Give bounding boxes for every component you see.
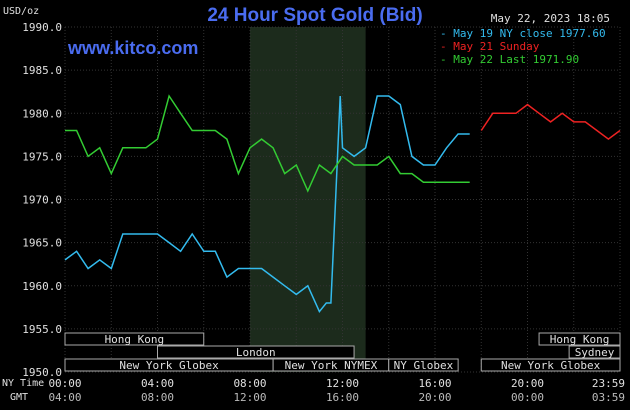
session-label: New York NYMEX: [285, 359, 378, 372]
ny-time-tick: 20:00: [511, 377, 544, 390]
session-label: NY Globex: [394, 359, 454, 372]
legend: - May 19 NY close 1977.60 - May 21 Sunda…: [440, 27, 606, 66]
series-line-1: [480, 103, 621, 141]
session-label: New York Globex: [501, 359, 601, 372]
ny-time-tick: 00:00: [48, 377, 81, 390]
session-label: Hong Kong: [105, 333, 165, 346]
chart-datetime: May 22, 2023 18:05: [490, 12, 610, 25]
session-label: London: [236, 346, 276, 359]
legend-item-may19-label: May 19 NY close 1977.60: [453, 27, 606, 40]
site-url[interactable]: www.kitco.com: [68, 38, 199, 58]
ny-time-tick: 23:59: [592, 377, 625, 390]
y-tick-label: 1970.0: [22, 194, 62, 207]
ny-time-axis-label: NY Time: [2, 378, 44, 389]
series-line-2: [65, 94, 470, 193]
y-tick-label: 1990.0: [22, 21, 62, 34]
gmt-time-tick: 03:59: [592, 391, 625, 404]
legend-item-may19: - May 19 NY close 1977.60: [440, 27, 606, 40]
chart-title: 24 Hour Spot Gold (Bid): [207, 5, 423, 26]
nymex-highlight-band: [250, 27, 366, 372]
ny-time-tick: 08:00: [233, 377, 266, 390]
ny-time-tick: 04:00: [141, 377, 174, 390]
legend-item-may21: - May 21 Sunday: [440, 40, 540, 53]
session-label: Sydney: [575, 346, 615, 359]
y-tick-label: 1975.0: [22, 150, 62, 163]
session-bar: [538, 332, 621, 346]
session-label: New York Globex: [119, 359, 219, 372]
y-tick-label: 1955.0: [22, 323, 62, 336]
y-tick-label: 1965.0: [22, 237, 62, 250]
gmt-time-tick: 16:00: [326, 391, 359, 404]
series-line-0: [64, 95, 470, 314]
gmt-time-tick: 04:00: [48, 391, 81, 404]
session-bar: [388, 358, 459, 372]
y-tick-label: 1985.0: [22, 64, 62, 77]
gmt-time-tick: 20:00: [418, 391, 451, 404]
gmt-time-tick: 12:00: [233, 391, 266, 404]
ny-time-tick: 12:00: [326, 377, 359, 390]
gmt-time-tick: 00:00: [511, 391, 544, 404]
gmt-axis-label: GMT: [10, 392, 28, 403]
legend-item-may22-label: May 22 Last 1971.90: [453, 53, 580, 66]
gmt-time-tick: 08:00: [141, 391, 174, 404]
legend-item-may21-label: May 21 Sunday: [453, 40, 540, 53]
y-tick-label: 1980.0: [22, 107, 62, 120]
session-bar: [157, 345, 355, 359]
y-tick-label: 1960.0: [22, 280, 62, 293]
session-bar: [64, 332, 205, 346]
price-unit-label: USD/oz: [3, 6, 40, 17]
session-bar: [568, 345, 621, 359]
y-tick-label: 1950.0: [22, 366, 62, 379]
legend-item-may22: - May 22 Last 1971.90: [440, 53, 580, 66]
session-bar: [480, 358, 621, 372]
session-label: Hong Kong: [550, 333, 610, 346]
ny-time-tick: 16:00: [418, 377, 451, 390]
